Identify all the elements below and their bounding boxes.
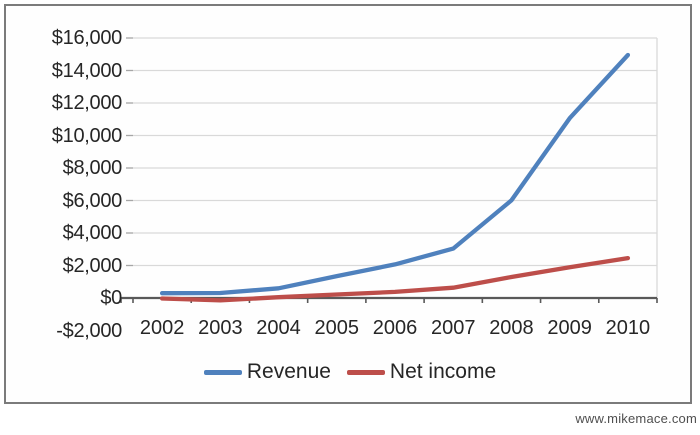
x-axis-tick-label: 2009 [547, 317, 592, 339]
y-axis-tick-label: $8,000 [62, 157, 123, 179]
net-income-line [159, 255, 631, 303]
x-axis-tick-label: 2007 [430, 317, 476, 339]
y-axis-tick-label: $2,000 [62, 254, 123, 277]
y-axis-tick-label: -$2,000 [56, 319, 122, 342]
y-axis-tick-label: $0 [100, 287, 122, 309]
x-axis-tick-label: 2002 [139, 317, 185, 339]
y-axis-tick-label: $14,000 [51, 59, 123, 82]
revenue-line [159, 52, 631, 296]
y-axis-tick-label: $6,000 [62, 189, 123, 212]
legend-item-net-income: Net income [346, 360, 497, 384]
x-axis-tick-label: 2010 [605, 317, 651, 339]
x-axis-tick-label: 2004 [256, 317, 301, 339]
y-axis-tick-label: $10,000 [51, 124, 123, 147]
legend-label-revenue: Revenue [246, 360, 331, 383]
legend-swatch-revenue [203, 369, 242, 375]
y-axis-tick-label: $12,000 [51, 92, 123, 114]
y-axis-tick-label: $16,000 [51, 27, 123, 49]
x-axis-tick-label: 2005 [314, 317, 360, 339]
legend-swatch-net-income [346, 369, 385, 375]
x-axis-tick-label: 2003 [198, 317, 243, 339]
x-axis-tick-label: 2006 [372, 317, 418, 339]
x-axis-tick-label: 2008 [489, 317, 534, 339]
watermark: www.mikemace.com [575, 411, 697, 426]
legend-item-revenue: Revenue [203, 360, 331, 384]
legend: Revenue Net income [0, 357, 700, 387]
legend-label-net-income: Net income [389, 360, 497, 383]
y-axis-tick-label: $4,000 [62, 222, 123, 244]
